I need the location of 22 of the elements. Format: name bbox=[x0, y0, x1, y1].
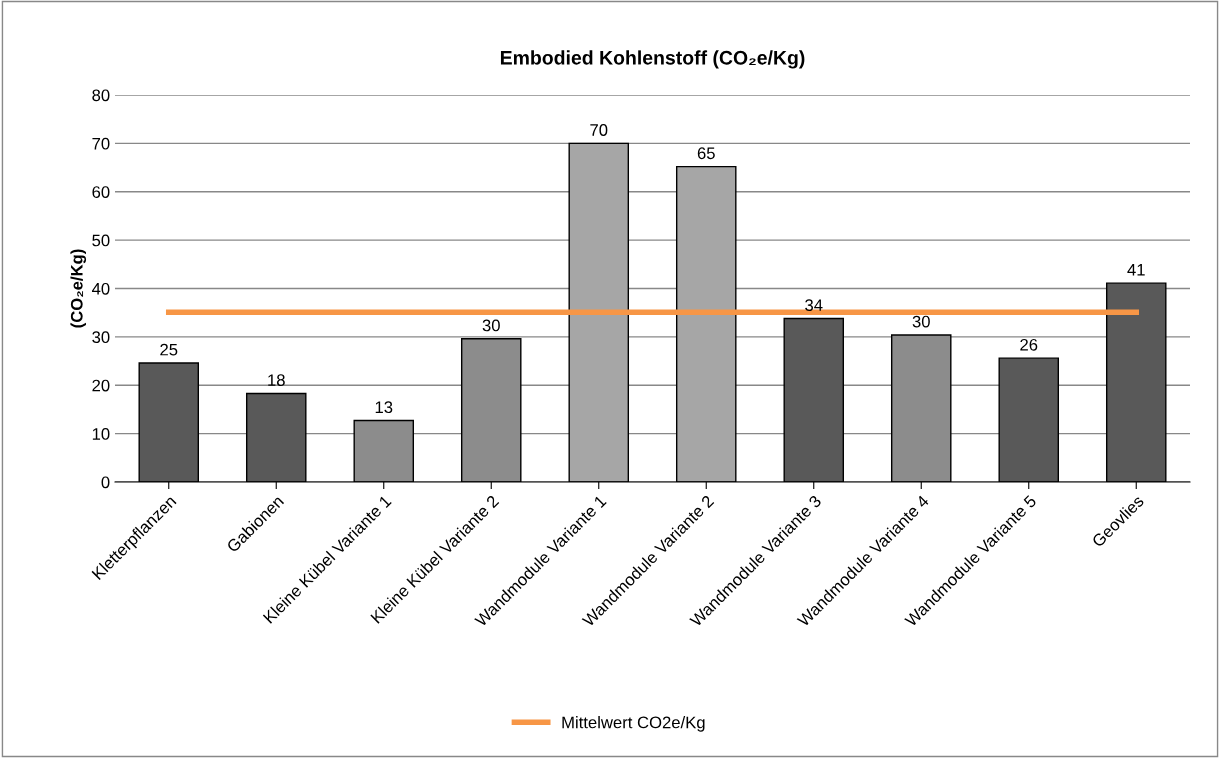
y-tick-label: 50 bbox=[92, 234, 110, 247]
y-tick-label: 30 bbox=[92, 331, 110, 344]
legend-label: Mittelwert CO2e/Kg bbox=[562, 716, 705, 732]
chart-title: Embodied Kohlenstoff (CO₂e/Kg) bbox=[500, 50, 805, 69]
data-label: 30 bbox=[912, 315, 930, 328]
y-tick-label: 60 bbox=[92, 186, 110, 198]
y-axis-title: (CO₂e/Kg) bbox=[70, 249, 87, 328]
y-tick-label: 10 bbox=[92, 428, 110, 440]
y-tick-label: 20 bbox=[92, 379, 110, 392]
y-tick-label: 70 bbox=[92, 137, 110, 150]
y-tick-label: 40 bbox=[91, 282, 110, 295]
data-label: 25 bbox=[160, 343, 178, 356]
y-tick-label: 80 bbox=[92, 89, 110, 102]
data-label: 26 bbox=[1020, 338, 1038, 351]
data-label: 30 bbox=[482, 319, 500, 332]
y-tick-label: 0 bbox=[101, 476, 110, 489]
data-label: 34 bbox=[805, 299, 823, 312]
data-label: 65 bbox=[697, 147, 715, 160]
data-label: 41 bbox=[1127, 264, 1145, 276]
data-label: 13 bbox=[375, 401, 393, 414]
data-label: 18 bbox=[268, 374, 285, 387]
data-label: 70 bbox=[590, 124, 608, 136]
